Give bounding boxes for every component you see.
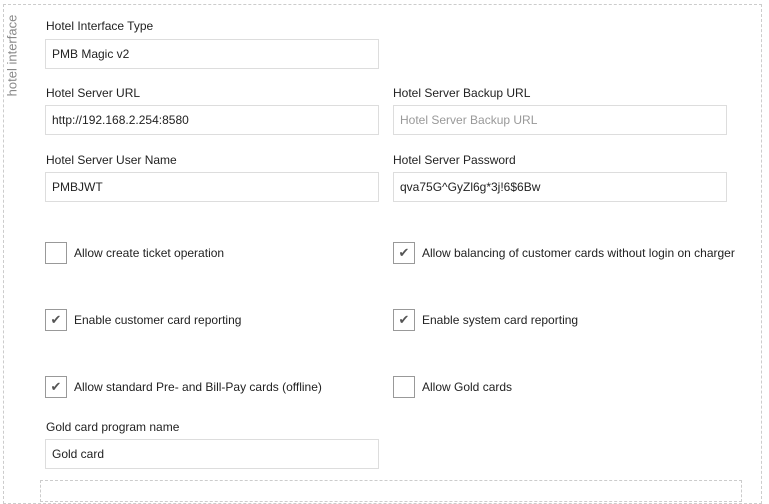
allow-balancing-checkbox[interactable]: ✔ Allow balancing of customer cards witho… — [393, 242, 735, 264]
fieldset-legend: hotel interface — [2, 10, 22, 105]
checkbox-label: Enable system card reporting — [422, 313, 579, 327]
checkbox-label: Allow Gold cards — [422, 380, 513, 394]
password-label: Hotel Server Password — [393, 153, 516, 167]
checkmark-icon[interactable]: ✔ — [45, 376, 67, 398]
password-field[interactable] — [393, 172, 727, 202]
user-name-label: Hotel Server User Name — [46, 153, 177, 167]
checkbox-label: Enable customer card reporting — [74, 313, 242, 327]
legend-text: hotel interface — [4, 14, 20, 97]
backup-url-field[interactable] — [393, 105, 727, 135]
allow-create-ticket-checkbox[interactable]: Allow create ticket operation — [45, 242, 224, 264]
server-url-label: Hotel Server URL — [46, 86, 141, 100]
checkbox-label: Allow standard Pre- and Bill-Pay cards (… — [74, 380, 322, 394]
allow-gold-cards-checkbox[interactable]: Allow Gold cards — [393, 376, 512, 398]
checkmark-icon[interactable]: ✔ — [45, 309, 67, 331]
checkmark-icon[interactable]: ✔ — [393, 309, 415, 331]
interface-type-field[interactable] — [45, 39, 379, 69]
checkbox-box[interactable] — [45, 242, 67, 264]
checkmark-icon[interactable]: ✔ — [393, 242, 415, 264]
checkbox-label: Allow create ticket operation — [74, 246, 225, 260]
system-card-reporting-checkbox[interactable]: ✔ Enable system card reporting — [393, 309, 578, 331]
checkbox-label: Allow balancing of customer cards withou… — [422, 246, 735, 260]
user-name-field[interactable] — [45, 172, 379, 202]
interface-type-label: Hotel Interface Type — [46, 19, 154, 33]
checkbox-box[interactable] — [393, 376, 415, 398]
gold-name-label: Gold card program name — [46, 420, 180, 434]
gold-name-field[interactable] — [45, 439, 379, 469]
backup-url-label: Hotel Server Backup URL — [393, 86, 531, 100]
server-url-field[interactable] — [45, 105, 379, 135]
allow-standard-cards-checkbox[interactable]: ✔ Allow standard Pre- and Bill-Pay cards … — [45, 376, 322, 398]
customer-card-reporting-checkbox[interactable]: ✔ Enable customer card reporting — [45, 309, 241, 331]
nested-fieldset — [40, 480, 742, 502]
